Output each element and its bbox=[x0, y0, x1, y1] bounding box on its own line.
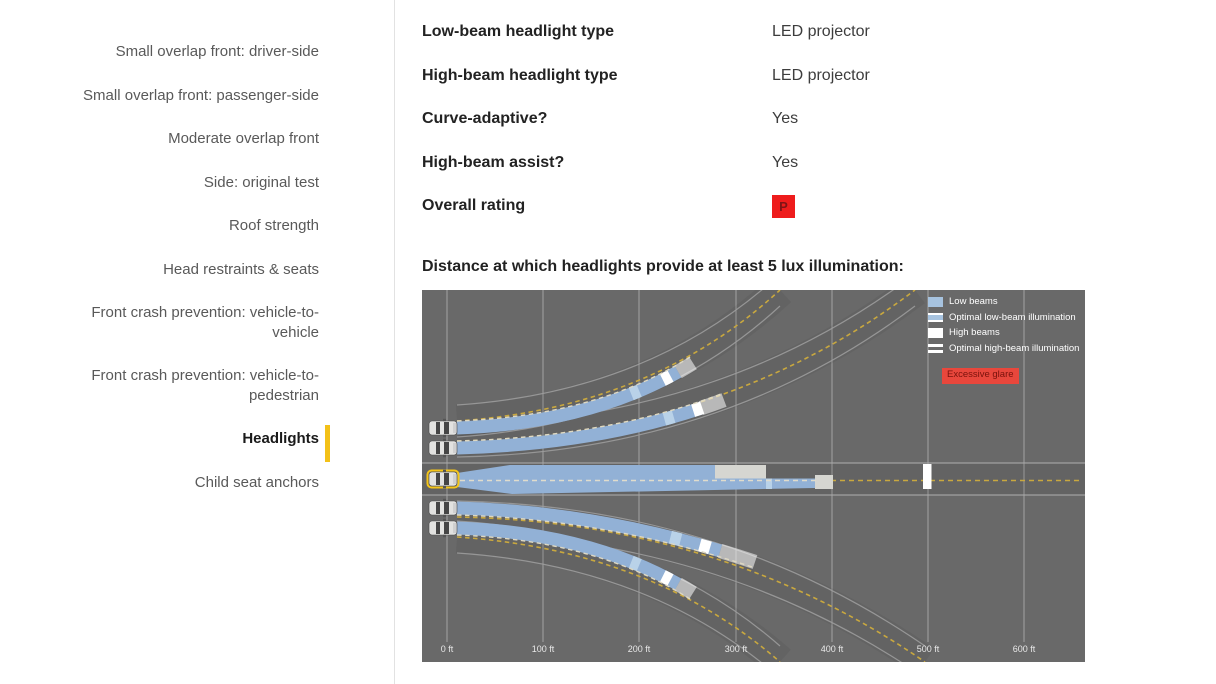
headlight-diagram-canvas: 0 ft 100 ft 200 ft 300 ft 400 ft 500 ft … bbox=[422, 290, 1085, 662]
test-vehicles bbox=[426, 418, 460, 538]
sidebar-divider bbox=[394, 0, 395, 684]
headlight-diagram: 0 ft 100 ft 200 ft 300 ft 400 ft 500 ft … bbox=[422, 290, 1085, 662]
axis-tick-label: 0 ft bbox=[441, 644, 454, 654]
optimal-high-beam-swatch bbox=[928, 343, 943, 353]
legend-item-high-beams: High beams bbox=[928, 327, 1080, 340]
high-beam-left-segment bbox=[715, 465, 766, 479]
sidebar-item-side-original[interactable]: Side: original test bbox=[203, 173, 319, 191]
curved-beams bbox=[456, 356, 758, 600]
axis-tick-label: 100 ft bbox=[532, 644, 555, 654]
sidebar-item-small-overlap-driver[interactable]: Small overlap front: driver-side bbox=[115, 43, 319, 60]
beam-sharp-left bbox=[456, 356, 697, 436]
straightaway-beam bbox=[457, 464, 932, 494]
spec-value: Yes bbox=[772, 110, 799, 127]
diagram-legend: Low beams Optimal low-beam illumination … bbox=[928, 296, 1080, 384]
spec-label: Curve-adaptive? bbox=[422, 110, 548, 127]
spec-row-high-beam-type: High-beam headlight type LED projector bbox=[422, 66, 1082, 86]
optimal-high-beam-marker bbox=[923, 464, 932, 489]
spec-row-curve-adaptive: Curve-adaptive? Yes bbox=[422, 109, 1082, 129]
spec-value: Yes bbox=[772, 153, 799, 171]
optimal-low-beam-marker bbox=[766, 478, 772, 489]
active-item-indicator bbox=[325, 425, 330, 462]
beam-sharp-right bbox=[456, 520, 697, 600]
headlight-spec-table: Low-beam headlight type LED projector Hi… bbox=[422, 10, 1082, 218]
car-icon-highlighted bbox=[426, 469, 460, 489]
sidebar-item-child-seat-anchors[interactable]: Child seat anchors bbox=[194, 473, 319, 491]
spec-row-high-beam-assist: High-beam assist? Yes bbox=[422, 153, 1082, 173]
axis-tick-label: 500 ft bbox=[917, 644, 940, 654]
axis-tick-label: 300 ft bbox=[725, 644, 748, 654]
axis-tick-label: 600 ft bbox=[1013, 644, 1036, 654]
legend-item-low-beams: Low beams bbox=[928, 296, 1080, 309]
spec-row-low-beam-type: Low-beam headlight type LED projector bbox=[422, 22, 1082, 42]
low-beams-swatch bbox=[928, 297, 943, 307]
car-icon bbox=[428, 518, 458, 538]
spec-row-overall-rating: Overall rating P bbox=[422, 194, 1082, 218]
optimal-low-beam-swatch bbox=[928, 312, 943, 322]
distance-axis-labels: 0 ft 100 ft 200 ft 300 ft 400 ft 500 ft … bbox=[441, 644, 1036, 654]
sidebar-item-fcp-pedestrian[interactable]: Front crash prevention: vehicle-to-pedes… bbox=[91, 367, 319, 404]
car-icon bbox=[428, 498, 458, 518]
car-icon bbox=[428, 438, 458, 458]
sidebar-item-roof-strength[interactable]: Roof strength bbox=[228, 217, 319, 234]
rating-badge-poor: P bbox=[772, 194, 795, 218]
legend-item-optimal-high-beam: Optimal high-beam illumination bbox=[928, 343, 1080, 356]
chart-title: Distance at which headlights provide at … bbox=[422, 258, 904, 275]
legend-label: Low beams bbox=[949, 296, 998, 307]
sidebar-item-small-overlap-passenger[interactable]: Small overlap front: passenger-side bbox=[83, 86, 319, 104]
excessive-glare-badge: Excessive glare bbox=[942, 368, 1019, 384]
legend-label: Optimal high-beam illumination bbox=[949, 342, 1080, 354]
car-icon bbox=[428, 418, 458, 438]
sidebar-item-headlights[interactable]: Headlights bbox=[242, 430, 319, 447]
high-beam-right-segment bbox=[815, 475, 833, 489]
axis-tick-label: 200 ft bbox=[628, 644, 651, 654]
legend-label: Optimal low-beam illumination bbox=[949, 311, 1076, 323]
spec-value: LED projector bbox=[772, 66, 870, 84]
spec-label: High-beam assist? bbox=[422, 153, 565, 171]
ratings-sidebar: Small overlap front: driver-side Small o… bbox=[67, 42, 319, 516]
legend-item-optimal-low-beam: Optimal low-beam illumination bbox=[928, 312, 1080, 325]
sidebar-item-moderate-overlap[interactable]: Moderate overlap front bbox=[168, 130, 319, 147]
beam-gradual-left bbox=[456, 393, 727, 456]
spec-label: Low-beam headlight type bbox=[422, 23, 615, 40]
spec-label: Overall rating bbox=[422, 197, 526, 214]
beam-gradual-right bbox=[456, 500, 758, 569]
sidebar-item-head-restraints[interactable]: Head restraints & seats bbox=[163, 260, 319, 278]
spec-label: High-beam headlight type bbox=[422, 66, 618, 84]
legend-label: High beams bbox=[949, 327, 1000, 338]
high-beams-swatch bbox=[928, 328, 943, 338]
sidebar-item-fcp-vehicle[interactable]: Front crash prevention: vehicle-to-vehic… bbox=[91, 304, 319, 341]
axis-tick-label: 400 ft bbox=[821, 644, 844, 654]
spec-value: LED projector bbox=[772, 23, 870, 40]
